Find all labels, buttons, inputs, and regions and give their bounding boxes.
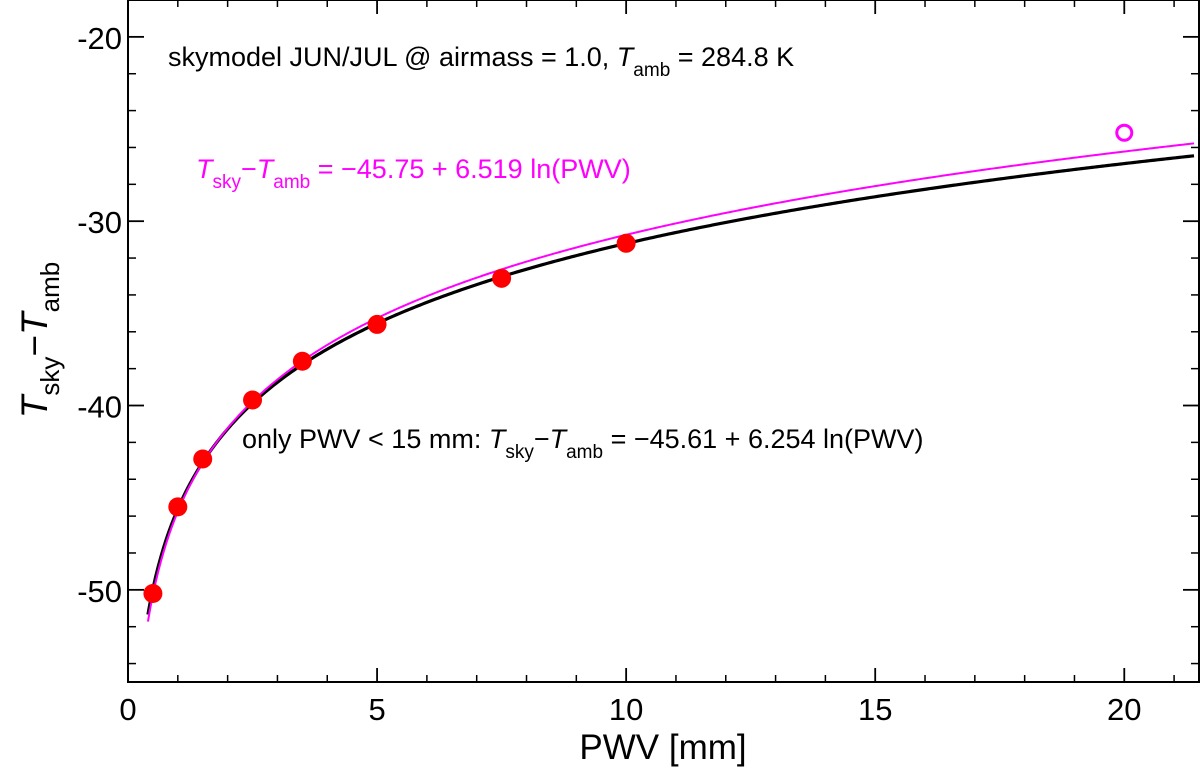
y-tick-label: -40	[77, 390, 122, 425]
data-point	[492, 268, 512, 288]
fit-curve-lt15	[146, 154, 1195, 615]
y-tick-label: -30	[77, 205, 122, 240]
fit-curve-all	[146, 142, 1195, 622]
data-point	[616, 233, 636, 253]
y-axis-label: Tsky−Tamb	[14, 262, 65, 418]
data-point	[193, 449, 213, 469]
x-tick-label: 0	[119, 692, 136, 727]
x-tick-label: 15	[858, 692, 892, 727]
data-point	[292, 351, 312, 371]
data-point	[243, 390, 263, 410]
y-tick-label: -20	[77, 21, 122, 56]
chart-title: skymodel JUN/JUL @ airmass = 1.0, Tamb =…	[168, 42, 794, 81]
data-point	[168, 497, 188, 517]
x-tick-label: 5	[368, 692, 385, 727]
excluded-data-point	[1115, 123, 1134, 142]
plot-frame	[127, 0, 1200, 683]
fit-curves	[146, 142, 1195, 622]
data-point	[367, 314, 387, 334]
fit-lt15-annotation: only PWV < 15 mm: Tsky−Tamb = −45.61 + 6…	[242, 424, 924, 463]
fit-all-annotation: Tsky−Tamb = −45.75 + 6.519 ln(PWV)	[196, 154, 631, 193]
tick-marks	[127, 0, 1199, 682]
data-point	[143, 584, 163, 604]
x-axis-label: PWV [mm]	[579, 728, 746, 767]
tick-labels: 0 5 10 15 20 -50 -40 -30 -20	[77, 21, 1141, 727]
data-points	[143, 123, 1134, 604]
x-tick-label: 20	[1107, 692, 1141, 727]
x-tick-label: 10	[609, 692, 643, 727]
y-tick-label: -50	[77, 574, 122, 609]
